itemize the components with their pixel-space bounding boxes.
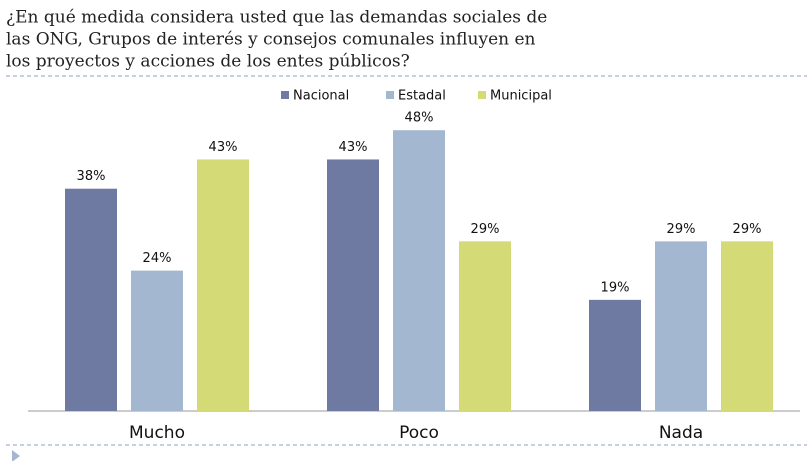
bar — [589, 299, 641, 411]
bar — [131, 270, 183, 411]
chart-title: las ONG, Grupos de interés y consejos co… — [6, 30, 536, 50]
data-label: 43% — [339, 140, 368, 155]
x-tick-label: Mucho — [129, 423, 185, 443]
bar — [721, 241, 773, 411]
legend-label: Municipal — [490, 89, 552, 104]
data-label: 19% — [601, 280, 630, 295]
legend-swatch — [281, 91, 289, 99]
bar — [197, 159, 249, 411]
bar — [655, 241, 707, 411]
data-label: 48% — [405, 111, 434, 126]
data-label: 38% — [77, 169, 106, 184]
legend-swatch — [386, 91, 394, 99]
data-label: 43% — [209, 140, 238, 155]
bar — [65, 188, 117, 411]
x-tick-label: Nada — [659, 423, 703, 443]
data-label: 29% — [667, 222, 696, 237]
legend-swatch — [478, 91, 486, 99]
data-label: 29% — [733, 222, 762, 237]
data-label: 29% — [471, 222, 500, 237]
legend-label: Estadal — [398, 89, 446, 104]
legend-label: Nacional — [293, 89, 349, 104]
bar — [393, 130, 445, 411]
bar — [459, 241, 511, 411]
chart-title: los proyectos y acciones de los entes pú… — [6, 52, 410, 72]
bar — [327, 159, 379, 411]
x-tick-label: Poco — [399, 423, 439, 443]
slide-marker — [12, 450, 20, 461]
chart-title: ¿En qué medida considera usted que las d… — [6, 8, 547, 28]
data-label: 24% — [143, 251, 172, 266]
